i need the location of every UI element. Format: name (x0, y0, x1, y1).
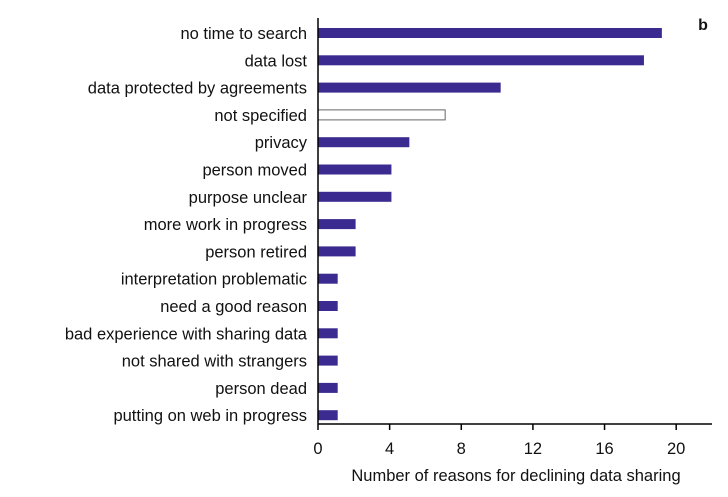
category-label: interpretation problematic (121, 271, 307, 289)
bar-bad-experience-with-sharing-data (318, 328, 338, 339)
bar-person-dead (318, 382, 338, 393)
bars-group (317, 28, 662, 421)
category-label: purpose unclear (189, 189, 308, 207)
bar-more-work-in-progress (318, 219, 356, 230)
x-tick-label: 12 (524, 440, 542, 458)
category-label: not shared with strangers (122, 353, 307, 371)
category-label: person dead (215, 380, 307, 398)
x-tick-label: 8 (457, 440, 466, 458)
bar-data-lost (318, 55, 644, 66)
category-label: no time to search (180, 25, 307, 43)
bar-putting-on-web-in-progress (318, 410, 338, 421)
category-label: putting on web in progress (113, 407, 307, 425)
category-label: data lost (245, 52, 308, 70)
x-tick-label: 4 (385, 440, 394, 458)
x-tick-label: 16 (595, 440, 613, 458)
category-label: need a good reason (160, 298, 307, 316)
category-label: person retired (205, 243, 307, 261)
category-labels-group: no time to search data lost data protected… (65, 25, 308, 425)
bar-purpose-unclear (318, 191, 392, 202)
category-label: more work in progress (144, 216, 307, 234)
panel-label: b (698, 17, 708, 34)
bar-privacy (318, 137, 410, 148)
bar-no-time-to-search (318, 28, 662, 38)
category-label: not specified (214, 107, 307, 125)
x-tick-label: 0 (313, 440, 322, 458)
x-axis-title: Number of reasons for declining data sha… (351, 467, 680, 485)
bar-person-moved (318, 164, 392, 175)
category-label: privacy (255, 134, 308, 152)
category-label: person moved (202, 162, 307, 180)
bar-not-shared-with-strangers (318, 355, 338, 366)
bar-not-specified (317, 109, 446, 121)
bar-data-protected-by-agreements (318, 82, 501, 93)
category-label: bad experience with sharing data (65, 325, 308, 343)
x-tick-label: 20 (667, 440, 685, 458)
category-label: data protected by agreements (88, 80, 307, 98)
bar-interpretation-problematic (318, 273, 338, 284)
x-ticks-group: 0 4 8 12 16 20 (313, 424, 685, 458)
bar-need-a-good-reason (318, 301, 338, 311)
bar-person-retired (318, 246, 356, 257)
